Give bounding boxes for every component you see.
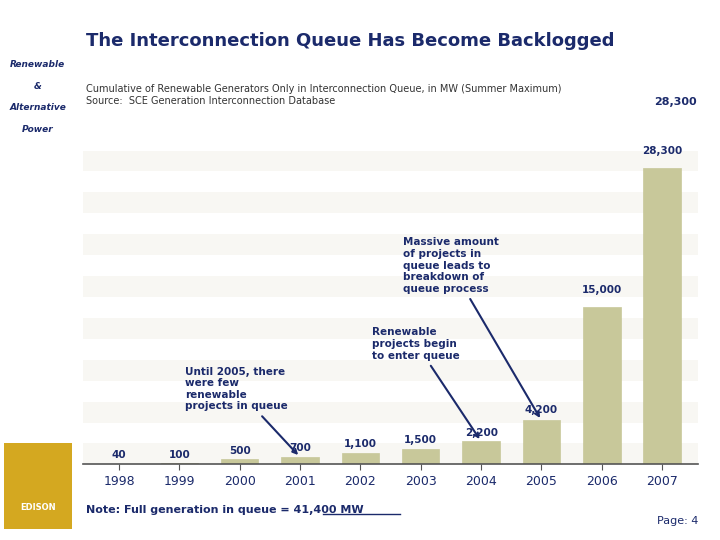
Bar [644, 168, 681, 464]
Bar [83, 234, 698, 255]
Text: Note: Full generation in queue = 41,400 MW: Note: Full generation in queue = 41,400 … [86, 505, 364, 515]
Text: 2,200: 2,200 [464, 428, 498, 438]
Bar [462, 441, 500, 464]
Bar [83, 109, 698, 130]
Text: 1,100: 1,100 [344, 439, 377, 449]
Text: Page: 4: Page: 4 [657, 516, 698, 526]
Text: 4,200: 4,200 [525, 405, 558, 415]
Bar [583, 307, 621, 464]
Text: 40: 40 [112, 450, 126, 460]
Bar [83, 276, 698, 297]
Bar [342, 453, 379, 464]
Text: 100: 100 [168, 450, 190, 460]
Bar [83, 443, 698, 464]
Text: Cumulative of Renewable Generators Only in Interconnection Queue, in MW (Summer : Cumulative of Renewable Generators Only … [86, 84, 562, 94]
Text: 700: 700 [289, 443, 311, 454]
Bar [83, 360, 698, 381]
Text: Alternative: Alternative [9, 104, 66, 112]
Bar [221, 459, 258, 464]
Text: The Interconnection Queue Has Become Backlogged: The Interconnection Queue Has Become Bac… [86, 31, 615, 50]
Bar [83, 151, 698, 172]
Bar [4, 443, 72, 529]
Text: 15,000: 15,000 [582, 285, 622, 295]
Bar [402, 449, 439, 464]
Text: Until 2005, there
were few
renewable
projects in queue: Until 2005, there were few renewable pro… [186, 367, 297, 454]
Text: Massive amount
of projects in
queue leads to
breakdown of
queue process: Massive amount of projects in queue lead… [402, 238, 539, 416]
Text: 1,500: 1,500 [404, 435, 437, 445]
Text: &: & [34, 82, 42, 91]
Bar [523, 421, 560, 464]
Text: Renewable
projects begin
to enter queue: Renewable projects begin to enter queue [372, 327, 478, 437]
Bar [161, 463, 198, 464]
Bar [83, 402, 698, 422]
Text: 28,300: 28,300 [642, 146, 683, 156]
Bar [83, 192, 698, 213]
Text: Power: Power [22, 125, 54, 134]
Text: Renewable: Renewable [10, 60, 66, 69]
Text: EDISON: EDISON [20, 503, 55, 512]
Text: Source:  SCE Generation Interconnection Database: Source: SCE Generation Interconnection D… [86, 96, 336, 106]
Bar [282, 457, 319, 464]
Text: 500: 500 [229, 446, 251, 456]
Text: 28,300: 28,300 [654, 97, 697, 106]
Bar [83, 318, 698, 339]
